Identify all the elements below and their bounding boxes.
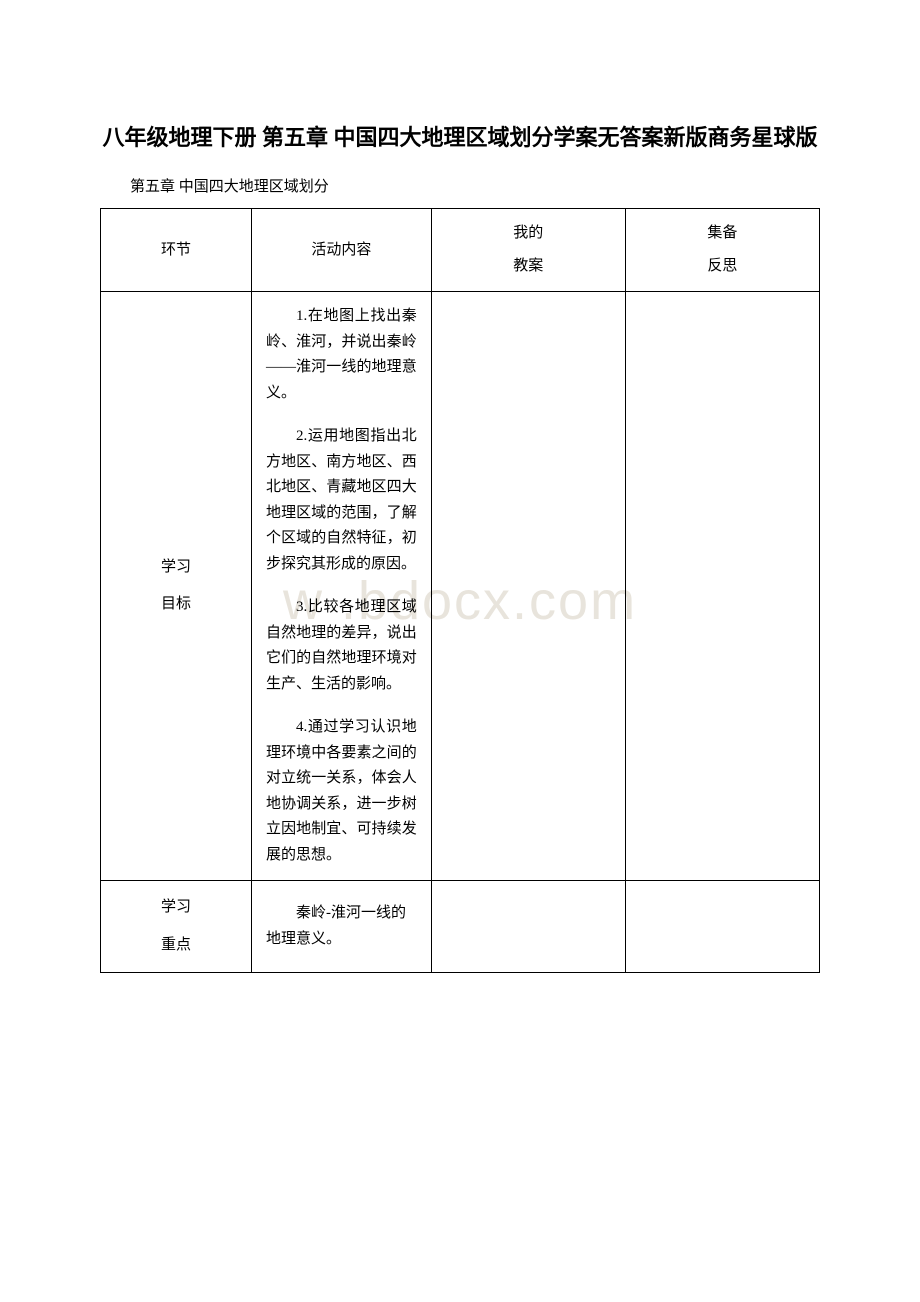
row2-reflection bbox=[625, 881, 819, 973]
header-col3-line1: 我的 bbox=[442, 217, 615, 250]
row1-label-line2: 目标 bbox=[111, 586, 241, 624]
header-col2: 活动内容 bbox=[251, 209, 431, 292]
row1-label: 学习 目标 bbox=[101, 292, 252, 881]
header-col4-line2: 反思 bbox=[636, 250, 809, 283]
objective-3: 3.比较各地理区域自然地理的差异，说出它们的自然地理环境对生产、生活的影响。 bbox=[266, 595, 417, 697]
objective-2: 2.运用地图指出北方地区、南方地区、西北地区、青藏地区四大地理区域的范围，了解个… bbox=[266, 424, 417, 577]
row1-content: 1.在地图上找出秦岭、淮河，并说出秦岭——淮河一线的地理意义。 2.运用地图指出… bbox=[251, 292, 431, 881]
table-row: 学习 重点 秦岭-淮河一线的地理意义。 bbox=[101, 881, 820, 973]
table-row: 学习 目标 1.在地图上找出秦岭、淮河，并说出秦岭——淮河一线的地理意义。 2.… bbox=[101, 292, 820, 881]
row2-notes bbox=[431, 881, 625, 973]
header-col4-line1: 集备 bbox=[636, 217, 809, 250]
row1-notes bbox=[431, 292, 625, 881]
row2-content: 秦岭-淮河一线的地理意义。 bbox=[251, 881, 431, 973]
document-content: 八年级地理下册 第五章 中国四大地理区域划分学案无答案新版商务星球版 第五章 中… bbox=[100, 120, 820, 973]
header-col4: 集备 反思 bbox=[625, 209, 819, 292]
objective-4: 4.通过学习认识地理环境中各要素之间的对立统一关系，体会人地协调关系，进一步树立… bbox=[266, 715, 417, 868]
document-title: 八年级地理下册 第五章 中国四大地理区域划分学案无答案新版商务星球版 bbox=[100, 120, 820, 155]
header-col3-line2: 教案 bbox=[442, 250, 615, 283]
header-col3: 我的 教案 bbox=[431, 209, 625, 292]
row1-label-line1: 学习 bbox=[111, 549, 241, 587]
row2-label-line2: 重点 bbox=[111, 927, 241, 965]
header-col1: 环节 bbox=[101, 209, 252, 292]
lesson-plan-table: 环节 活动内容 我的 教案 集备 反思 学习 目标 1.在地图上找出秦岭、淮河，… bbox=[100, 208, 820, 973]
row2-label-line1: 学习 bbox=[111, 889, 241, 927]
row1-reflection bbox=[625, 292, 819, 881]
objective-1: 1.在地图上找出秦岭、淮河，并说出秦岭——淮河一线的地理意义。 bbox=[266, 304, 417, 406]
row2-label: 学习 重点 bbox=[101, 881, 252, 973]
table-header-row: 环节 活动内容 我的 教案 集备 反思 bbox=[101, 209, 820, 292]
chapter-subtitle: 第五章 中国四大地理区域划分 bbox=[100, 175, 820, 196]
